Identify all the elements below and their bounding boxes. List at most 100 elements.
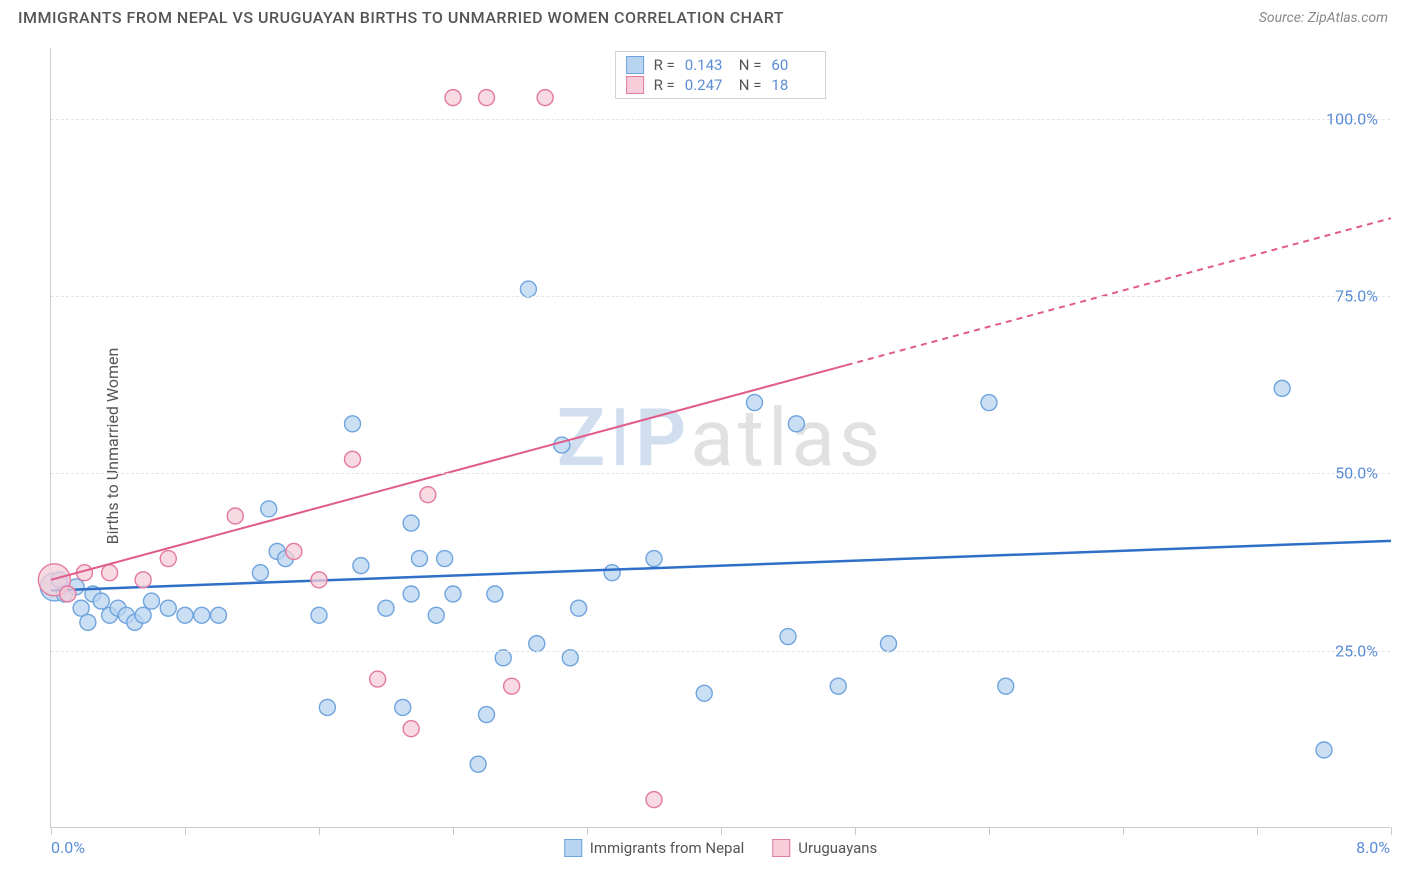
- stat-n-value-1: 60: [771, 56, 815, 74]
- scatter-point: [646, 551, 662, 567]
- gridline: [51, 296, 1390, 297]
- scatter-point: [353, 558, 369, 574]
- stat-r-label: R =: [654, 56, 675, 74]
- legend-bottom: Immigrants from Nepal Uruguayans: [564, 839, 878, 857]
- scatter-point: [646, 792, 662, 808]
- x-tick: [1391, 827, 1392, 835]
- scatter-point: [445, 90, 461, 106]
- scatter-point: [60, 586, 76, 602]
- scatter-point: [252, 565, 268, 581]
- scatter-point: [998, 678, 1014, 694]
- chart-title: IMMIGRANTS FROM NEPAL VS URUGUAYAN BIRTH…: [18, 8, 784, 27]
- stat-r-label: R =: [654, 76, 675, 94]
- x-tick: [319, 827, 320, 835]
- gridline: [51, 473, 1390, 474]
- legend-stat-row-1: R = 0.143 N = 60: [626, 56, 816, 74]
- scatter-point: [311, 572, 327, 588]
- scatter-point: [93, 593, 109, 609]
- scatter-point: [370, 671, 386, 687]
- scatter-point: [160, 600, 176, 616]
- gridline: [51, 119, 1390, 120]
- stat-r-value-2: 0.247: [685, 76, 729, 94]
- chart-area: ZIPatlas R = 0.143 N = 60 R = 0.247 N = …: [50, 48, 1390, 828]
- scatter-point: [80, 614, 96, 630]
- scatter-plot-svg: [51, 48, 1390, 827]
- gridline: [51, 651, 1390, 652]
- x-tick: [855, 827, 856, 835]
- scatter-point: [177, 607, 193, 623]
- scatter-point: [487, 586, 503, 602]
- scatter-point: [881, 636, 897, 652]
- legend-stat-row-2: R = 0.247 N = 18: [626, 76, 816, 94]
- scatter-point: [311, 607, 327, 623]
- legend-item-nepal: Immigrants from Nepal: [564, 839, 745, 857]
- scatter-point: [412, 551, 428, 567]
- scatter-point: [479, 707, 495, 723]
- scatter-point: [747, 395, 763, 411]
- scatter-point: [788, 416, 804, 432]
- scatter-point: [1274, 380, 1290, 396]
- scatter-point: [604, 565, 620, 581]
- scatter-point: [562, 650, 578, 666]
- legend-label: Immigrants from Nepal: [590, 839, 745, 857]
- stat-n-label: N =: [739, 56, 762, 74]
- stat-n-value-2: 18: [771, 76, 815, 94]
- scatter-point: [479, 90, 495, 106]
- scatter-point: [345, 416, 361, 432]
- y-tick-label: 25.0%: [1335, 641, 1378, 660]
- trend-line-dashed: [847, 218, 1391, 365]
- scatter-point: [403, 515, 419, 531]
- y-tick-label: 75.0%: [1335, 287, 1378, 306]
- source-label: Source: ZipAtlas.com: [1259, 10, 1388, 26]
- x-tick: [721, 827, 722, 835]
- scatter-point: [395, 699, 411, 715]
- trend-line: [51, 541, 1391, 591]
- scatter-point: [504, 678, 520, 694]
- x-tick: [185, 827, 186, 835]
- scatter-point: [696, 685, 712, 701]
- scatter-point: [830, 678, 846, 694]
- scatter-point: [537, 90, 553, 106]
- scatter-point: [261, 501, 277, 517]
- swatch-nepal-icon: [626, 56, 644, 74]
- scatter-point: [378, 600, 394, 616]
- x-tick: [1123, 827, 1124, 835]
- scatter-point: [286, 543, 302, 559]
- scatter-point: [102, 565, 118, 581]
- scatter-point: [135, 572, 151, 588]
- scatter-point: [403, 721, 419, 737]
- scatter-point: [144, 593, 160, 609]
- scatter-point: [981, 395, 997, 411]
- scatter-point: [437, 551, 453, 567]
- scatter-point: [135, 607, 151, 623]
- y-tick-label: 100.0%: [1326, 109, 1378, 128]
- stat-r-value-1: 0.143: [685, 56, 729, 74]
- scatter-point: [571, 600, 587, 616]
- scatter-point: [345, 451, 361, 467]
- x-tick: [1257, 827, 1258, 835]
- x-axis-min-label: 0.0%: [51, 838, 85, 857]
- legend-label: Uruguayans: [798, 839, 877, 857]
- scatter-point: [529, 636, 545, 652]
- scatter-point: [428, 607, 444, 623]
- x-tick: [989, 827, 990, 835]
- x-axis-max-label: 8.0%: [1356, 838, 1390, 857]
- scatter-point: [520, 281, 536, 297]
- x-tick: [453, 827, 454, 835]
- stat-n-label: N =: [739, 76, 762, 94]
- scatter-point: [445, 586, 461, 602]
- swatch-nepal-icon: [564, 839, 582, 857]
- scatter-point: [319, 699, 335, 715]
- scatter-point: [470, 756, 486, 772]
- scatter-point: [160, 551, 176, 567]
- scatter-point: [420, 487, 436, 503]
- legend-stats-box: R = 0.143 N = 60 R = 0.247 N = 18: [615, 51, 827, 99]
- legend-item-uruguay: Uruguayans: [772, 839, 877, 857]
- swatch-uruguay-icon: [772, 839, 790, 857]
- scatter-point: [211, 607, 227, 623]
- scatter-point: [227, 508, 243, 524]
- scatter-point: [194, 607, 210, 623]
- trend-line: [51, 365, 847, 580]
- scatter-point: [495, 650, 511, 666]
- swatch-uruguay-icon: [626, 76, 644, 94]
